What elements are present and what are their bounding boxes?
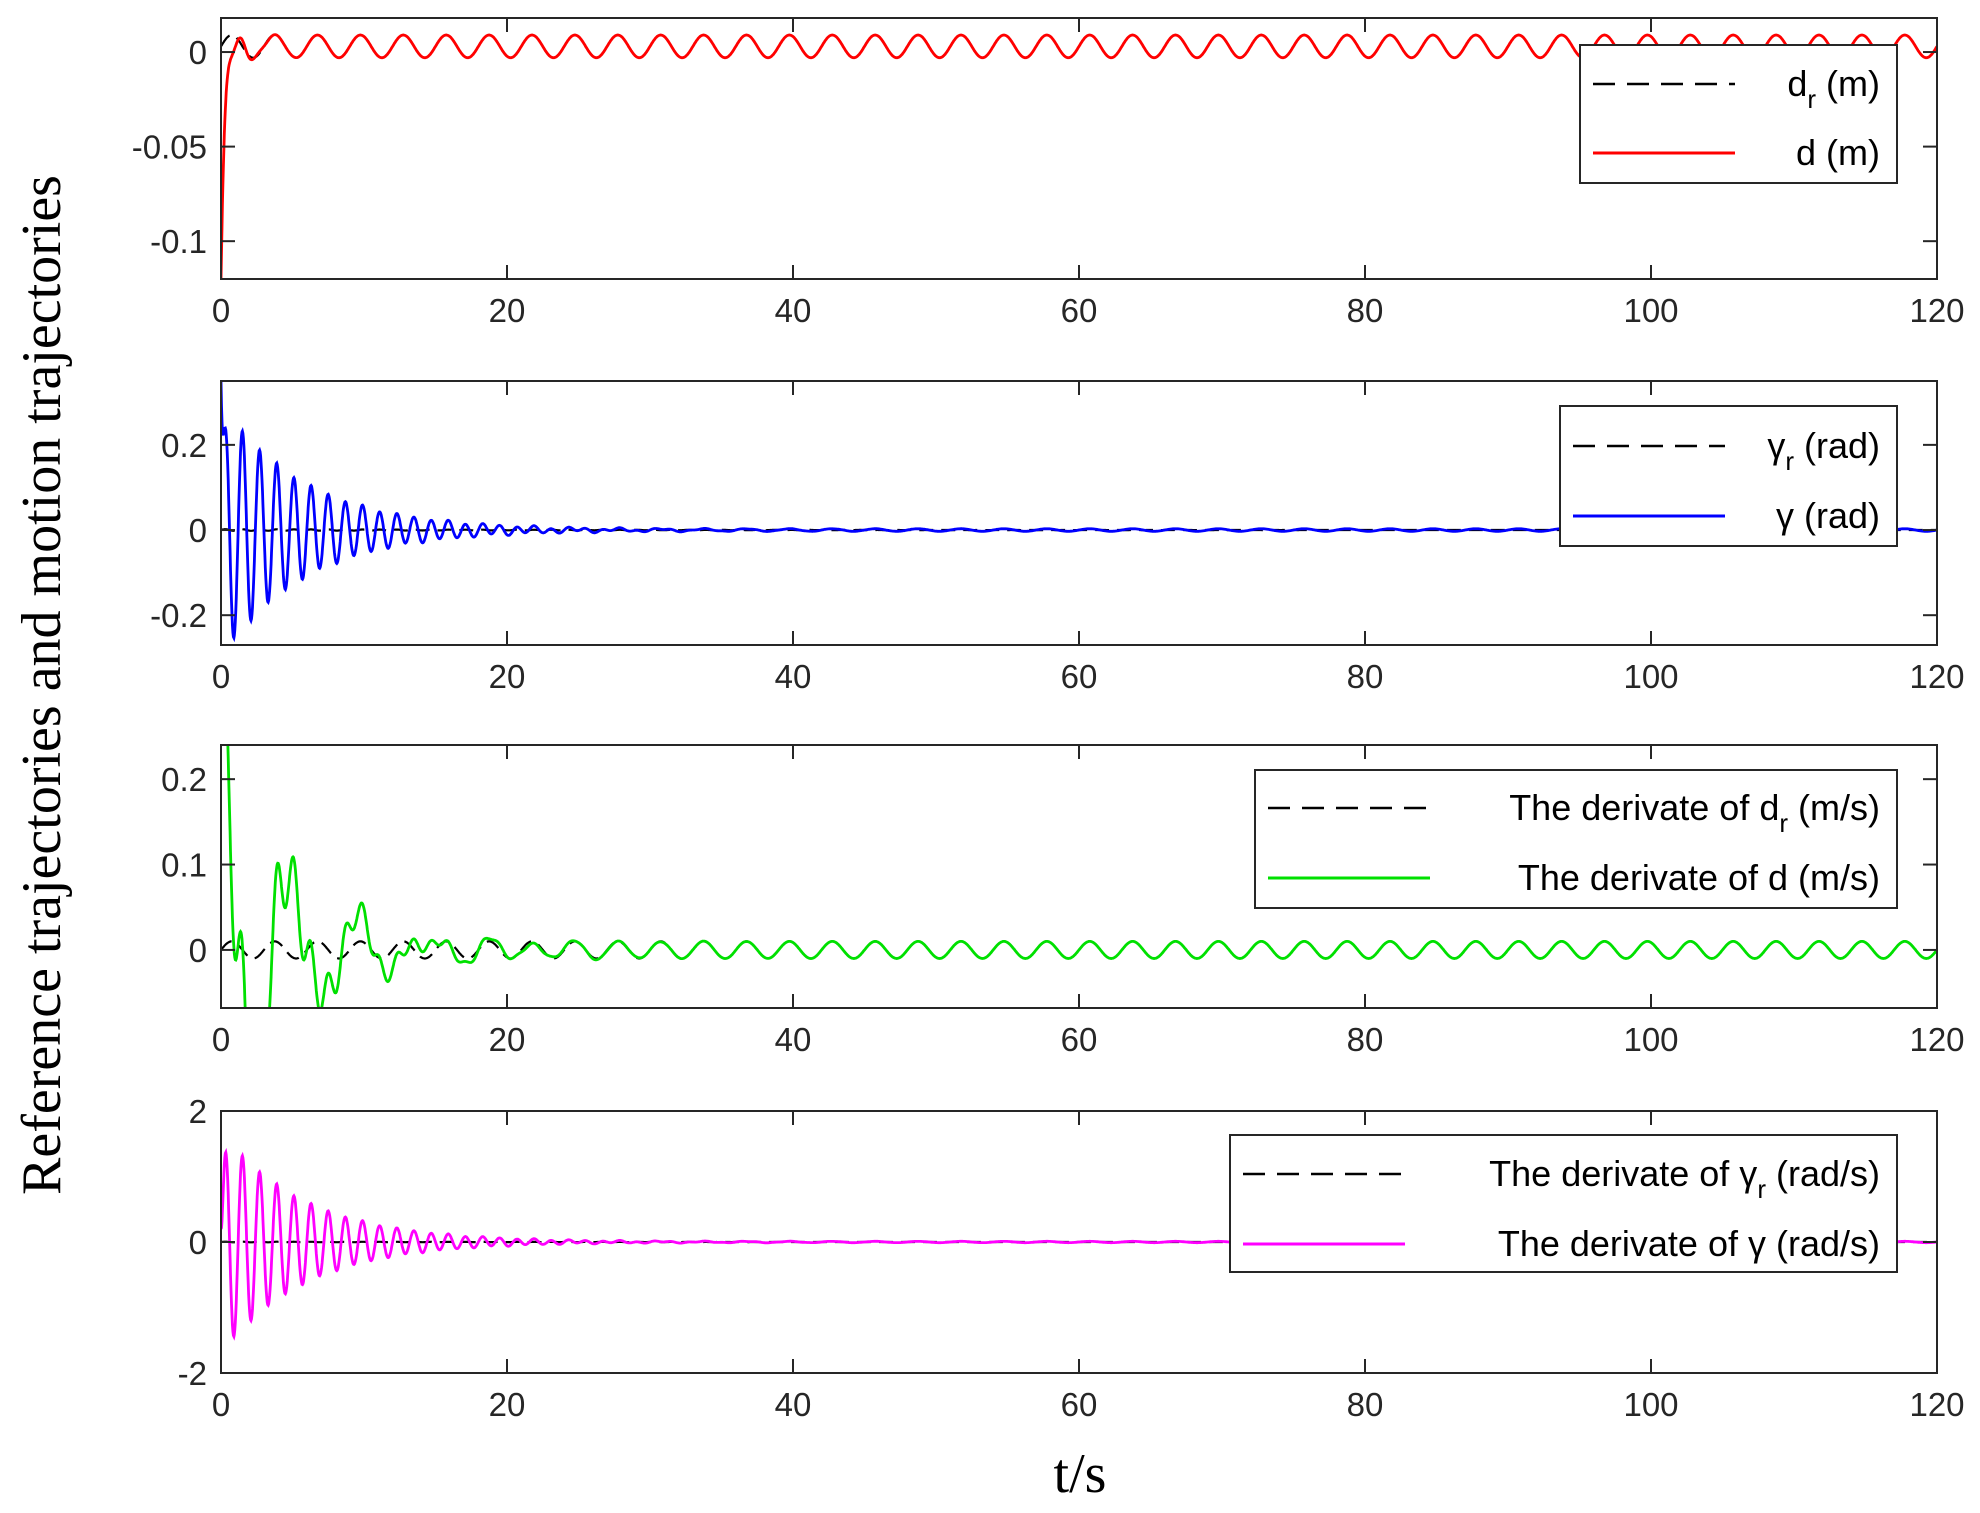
legend-label-main: The derivate of d (1509, 787, 1779, 828)
legend-label-main: d (1787, 63, 1807, 104)
x-tick-label: 0 (212, 1386, 230, 1423)
x-tick-label: 100 (1623, 658, 1678, 695)
legend-entry-label: The derivate of d (m/s) (1518, 857, 1880, 898)
x-tick-label: 0 (212, 1021, 230, 1058)
x-tick-label: 40 (775, 658, 812, 695)
legend-entry-label: The derivate of dr (m/s) (1509, 787, 1880, 838)
x-tick-label: 80 (1347, 658, 1384, 695)
y-tick-label: 0 (189, 512, 207, 549)
legend-entry-label: d (m) (1796, 132, 1880, 173)
legend-box (1559, 405, 1898, 547)
legend-label-main: The derivate of d (m/s) (1518, 857, 1880, 898)
legend-box (1579, 44, 1898, 184)
x-tick-label: 60 (1061, 1386, 1098, 1423)
x-tick-label: 120 (1909, 1021, 1964, 1058)
legend: The derivate of dr (m/s)The derivate of … (1254, 769, 1898, 909)
x-tick-label: 60 (1061, 292, 1098, 329)
legend-entry-label: γ (rad) (1776, 495, 1880, 536)
legend-label-unit: (m) (1816, 63, 1880, 104)
legend-label-main: The derivate of γ (1489, 1153, 1757, 1194)
y-axis-label: Reference trajectories and motion trajec… (11, 175, 73, 1195)
legend-label-main: γ (rad) (1776, 495, 1880, 536)
y-tick-label: -0.05 (132, 129, 207, 166)
y-tick-label: -2 (178, 1355, 207, 1392)
legend-entry-label: dr (m) (1787, 63, 1880, 114)
y-tick-label: 0 (189, 1224, 207, 1261)
x-tick-label: 0 (212, 292, 230, 329)
legend-label-main: d (m) (1796, 132, 1880, 173)
y-tick-label: -0.2 (150, 597, 207, 634)
legend-label-main: The derivate of γ (rad/s) (1498, 1223, 1880, 1264)
x-tick-label: 100 (1623, 1386, 1678, 1423)
x-tick-label: 100 (1623, 292, 1678, 329)
y-tick-label: 0.2 (161, 761, 207, 798)
legend-label-subscript: r (1757, 1174, 1766, 1204)
y-tick-label: 0 (189, 932, 207, 969)
legend: γr (rad)γ (rad) (1559, 405, 1898, 547)
y-tick-label: 0.1 (161, 847, 207, 884)
legend: The derivate of γr (rad/s)The derivate o… (1229, 1134, 1898, 1273)
x-tick-label: 60 (1061, 658, 1098, 695)
x-tick-label: 40 (775, 1386, 812, 1423)
x-tick-label: 0 (212, 658, 230, 695)
legend-label-subscript: r (1807, 84, 1816, 114)
x-tick-label: 100 (1623, 1021, 1678, 1058)
legend-label-subscript: r (1779, 808, 1788, 838)
x-tick-label: 20 (489, 658, 526, 695)
subplot-3: 0 20 40 60 80 100 120 0.2 0.1 0 The derivate of dr… (161, 744, 1965, 1058)
x-tick-label: 120 (1909, 658, 1964, 695)
legend-entry-label: The derivate of γr (rad/s) (1489, 1153, 1880, 1204)
y-tick-label: -0.1 (150, 223, 207, 260)
legend: dr (m)d (m) (1579, 44, 1898, 184)
y-tick-label: 0 (189, 34, 207, 71)
y-tick-label: 2 (189, 1093, 207, 1130)
x-tick-label: 120 (1909, 1386, 1964, 1423)
legend-entry-label: γr (rad) (1767, 425, 1880, 476)
x-axis-label: t/s (1054, 1443, 1107, 1505)
x-tick-label: 20 (489, 1021, 526, 1058)
legend-label-main: γ (1767, 425, 1785, 466)
x-tick-label: 80 (1347, 1386, 1384, 1423)
x-tick-label: 20 (489, 292, 526, 329)
x-tick-label: 80 (1347, 1021, 1384, 1058)
legend-box (1254, 769, 1898, 909)
x-tick-label: 80 (1347, 292, 1384, 329)
x-tick-label: 60 (1061, 1021, 1098, 1058)
x-tick-label: 40 (775, 1021, 812, 1058)
legend-label-unit: (rad) (1794, 425, 1880, 466)
y-tick-label: 0.2 (161, 427, 207, 464)
legend-label-unit: (m/s) (1788, 787, 1880, 828)
series-line-actual (221, 33, 1937, 279)
x-tick-label: 40 (775, 292, 812, 329)
x-tick-label: 20 (489, 1386, 526, 1423)
legend-entry-label: The derivate of γ (rad/s) (1498, 1223, 1880, 1264)
legend-label-subscript: r (1785, 446, 1794, 476)
legend-label-unit: (rad/s) (1766, 1153, 1880, 1194)
series-line-actual (221, 745, 1937, 1008)
legend-box (1229, 1134, 1898, 1273)
x-tick-label: 120 (1909, 292, 1964, 329)
